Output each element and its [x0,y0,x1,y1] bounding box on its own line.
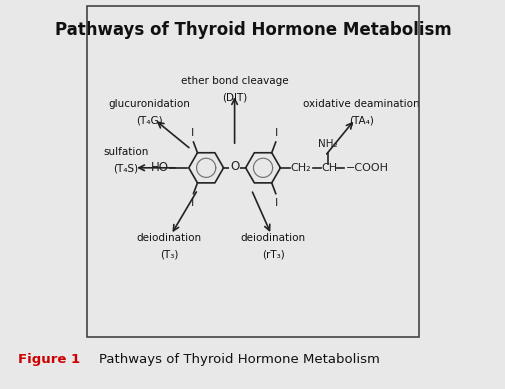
Text: CH₂: CH₂ [290,163,311,173]
Text: sulfation: sulfation [103,147,148,157]
Text: deiodination: deiodination [136,233,201,243]
Text: Pathways of Thyroid Hormone Metabolism: Pathways of Thyroid Hormone Metabolism [55,21,450,39]
Text: ether bond cleavage: ether bond cleavage [180,76,288,86]
Text: HO: HO [150,161,168,174]
Text: Figure 1: Figure 1 [18,352,80,366]
Text: (rT₃): (rT₃) [261,250,284,260]
Text: I: I [191,128,194,138]
Text: (DIT): (DIT) [222,93,247,103]
Text: glucuronidation: glucuronidation [108,99,190,109]
Text: oxidative deamination: oxidative deamination [303,99,419,109]
Text: (TA₄): (TA₄) [348,116,373,126]
Text: (T₄S): (T₄S) [113,164,138,174]
Text: −COOH: −COOH [345,163,388,173]
Text: I: I [274,128,277,138]
Text: (T₃): (T₃) [160,250,178,260]
Text: Pathways of Thyroid Hormone Metabolism: Pathways of Thyroid Hormone Metabolism [98,352,379,366]
Text: I: I [191,198,194,208]
Text: NH₂: NH₂ [317,139,337,149]
Text: deiodination: deiodination [240,233,305,243]
Text: CH: CH [321,163,337,173]
Text: O: O [229,160,239,173]
Text: I: I [274,198,277,208]
Text: (T₄G): (T₄G) [136,116,162,126]
